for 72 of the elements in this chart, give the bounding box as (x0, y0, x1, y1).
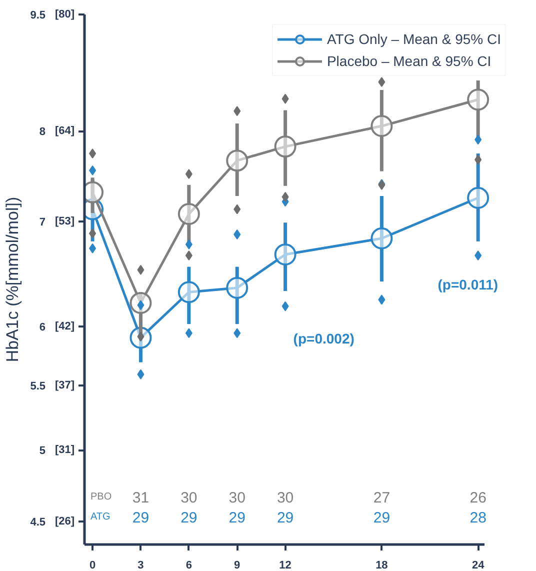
point (274, 243, 296, 266)
point (137, 369, 144, 380)
point (234, 106, 241, 116)
annotation: 26 (470, 490, 486, 506)
y-tick-label: 5 (39, 445, 46, 458)
point (234, 328, 241, 338)
point (137, 264, 144, 275)
annotation: 29 (373, 510, 390, 526)
point (89, 165, 96, 176)
x-tick-label: 6 (186, 560, 192, 571)
annotation: 29 (276, 510, 294, 526)
y-tick-label: 8 (39, 126, 46, 138)
text: [64] (54, 125, 75, 138)
point (474, 154, 482, 165)
point (274, 136, 296, 158)
point (467, 88, 490, 111)
text: [26] (54, 515, 75, 528)
y-tick-label: 6 (39, 321, 46, 334)
point (226, 276, 248, 299)
point (89, 243, 96, 254)
x-tick-label: 24 (472, 560, 486, 571)
text: [53] (54, 216, 75, 228)
point (370, 115, 393, 138)
point (370, 227, 393, 250)
x-tick-label: 12 (279, 560, 292, 571)
point (378, 77, 386, 88)
x-tick-label: 3 (138, 560, 144, 571)
point (185, 239, 192, 250)
x-tick-label: 9 (234, 560, 240, 571)
y-tick-label: 4.5 (30, 516, 46, 528)
text: [37] (54, 379, 75, 392)
point (282, 94, 289, 104)
point (234, 204, 241, 214)
annotation: 31 (132, 490, 150, 506)
x-tick-label: 18 (376, 560, 388, 571)
annotation: 29 (180, 510, 198, 526)
text: [31] (54, 444, 75, 456)
point (282, 192, 289, 202)
annotation: 28 (470, 510, 486, 526)
text: [80] (54, 8, 75, 20)
y-tick-label: 7 (39, 216, 46, 229)
legend-label: Placebo – Mean & 95% CI (326, 53, 492, 69)
y-tick-label: 9.5 (30, 10, 46, 22)
annotation: 29 (228, 510, 246, 526)
point (474, 250, 482, 260)
y-axis-title: HbA1c (%[mmol/mol]) (3, 196, 22, 362)
point (185, 250, 192, 260)
point (185, 168, 192, 179)
annotation: PBO (90, 492, 112, 502)
point (226, 150, 248, 172)
point (474, 134, 482, 145)
point (282, 301, 289, 312)
annotation: 30 (276, 490, 294, 506)
annotation: 29 (132, 510, 150, 526)
point (178, 203, 200, 225)
point (178, 281, 200, 304)
point (234, 229, 241, 240)
annotation: 30 (228, 490, 246, 506)
point (89, 148, 96, 159)
y-tick-label: 5.5 (30, 380, 46, 392)
point (185, 328, 192, 338)
text: [42] (54, 320, 75, 332)
annotation: (p=0.011) (438, 276, 498, 292)
point (89, 228, 96, 238)
annotation: ATG (90, 512, 111, 522)
annotation: 27 (373, 490, 390, 506)
point (467, 186, 490, 209)
annotation: (p=0.002) (293, 330, 354, 346)
x-tick-label: 0 (89, 560, 96, 571)
annotation: 30 (180, 490, 198, 506)
legend-label: ATG Only – Mean & 95% CI (326, 31, 501, 47)
point (378, 294, 386, 305)
